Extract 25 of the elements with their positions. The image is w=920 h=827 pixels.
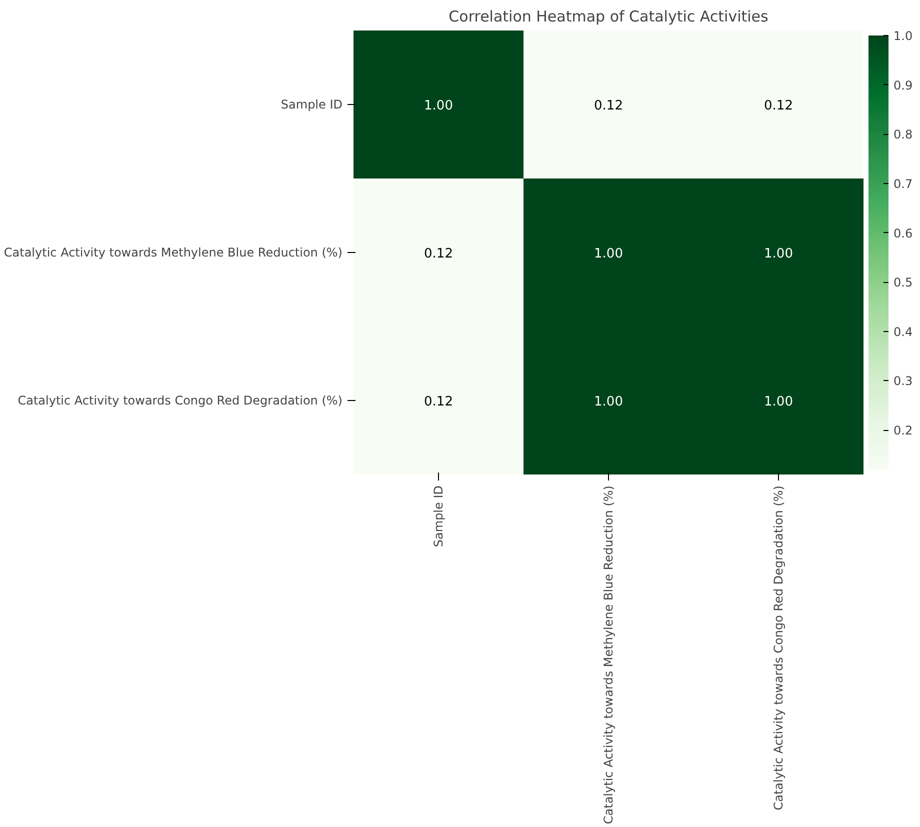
color-bar-label: 0.9 (894, 78, 913, 92)
y-tick-label: Catalytic Activity towards Congo Red Degradation (%) (18, 394, 343, 408)
data-label: 0.12 (594, 98, 623, 114)
color-bar-label: 0.5 (894, 276, 913, 290)
color-bar-label: 0.4 (894, 324, 913, 339)
data-label: 0.12 (424, 394, 453, 410)
data-label: 0.12 (764, 98, 793, 114)
x-tick-label: Sample ID (432, 485, 446, 548)
y-tick-label: Catalytic Activity towards Methylene Blue Reduction (%) (4, 246, 343, 260)
chart-title: Correlation Heatmap of Catalytic Activities (448, 8, 769, 26)
data-label: 1.00 (594, 394, 623, 410)
data-label: 1.00 (764, 246, 793, 262)
color-bar-label: 0.2 (894, 424, 913, 438)
data-label: 0.12 (424, 246, 453, 262)
data-label: 1.00 (424, 98, 453, 114)
color-bar-label: 0.7 (894, 176, 913, 191)
data-label: 1.00 (594, 246, 623, 262)
color-bar-label: 1.0 (894, 29, 913, 43)
y-tick-label: Sample ID (280, 98, 343, 112)
x-tick-label: Catalytic Activity towards Congo Red Degradation (%) (772, 485, 786, 810)
color-bar-label: 0.6 (894, 226, 913, 240)
color-bar-label: 0.8 (894, 128, 913, 142)
data-label: 1.00 (764, 394, 793, 410)
color-bar-label: 0.3 (894, 374, 913, 388)
x-tick-label: Catalytic Activity towards Methylene Blue Reduction (%) (602, 485, 616, 824)
